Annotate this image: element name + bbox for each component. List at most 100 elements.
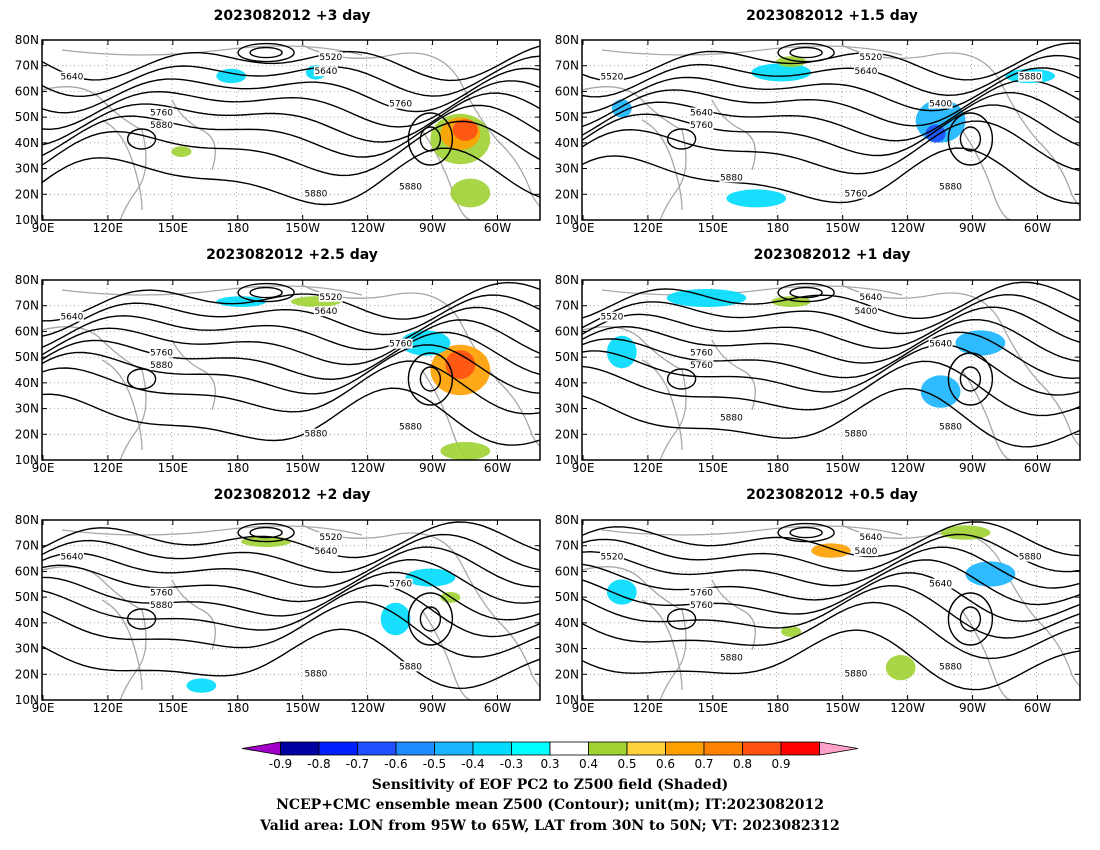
contour-label: 5640 xyxy=(60,313,83,323)
lat-tick-label: 30N xyxy=(555,162,579,176)
z500-closed-contour xyxy=(407,592,454,646)
caption-line-2: NCEP+CMC ensemble mean Z500 (Contour); u… xyxy=(276,797,824,813)
lon-tick-label: 150W xyxy=(825,461,860,475)
z500-contour xyxy=(582,584,1080,639)
z500-contour xyxy=(42,628,540,690)
contour-label: 5880 xyxy=(304,430,327,440)
sensitivity-shading xyxy=(771,296,812,307)
z500-contour xyxy=(582,521,1080,558)
lon-tick-label: 90W xyxy=(419,701,446,715)
lon-tick-label: 120E xyxy=(93,221,124,235)
lat-tick-label: 20N xyxy=(15,427,39,441)
sensitivity-shading xyxy=(776,56,807,67)
contour-label: 5880 xyxy=(399,662,422,672)
z500-contour xyxy=(42,584,540,638)
lat-tick-label: 80N xyxy=(555,513,579,527)
z500-contour xyxy=(42,344,540,395)
lat-tick-label: 60N xyxy=(15,84,39,98)
z500-contour xyxy=(582,360,1080,417)
sensitivity-shading xyxy=(171,146,192,158)
contour-label: 5520 xyxy=(319,53,342,63)
z500-closed-contour xyxy=(419,606,442,632)
map-panel-2: 5520 5520 5640 5400 5640 5760 5760 5880 5880 5880… xyxy=(555,33,1081,235)
lon-tick-label: 120E xyxy=(633,701,664,715)
panel-frame xyxy=(581,279,1081,461)
colorbar-label: 0.6 xyxy=(656,757,675,771)
z500-closed-contour xyxy=(777,42,835,63)
contour-label: 5640 xyxy=(314,547,337,557)
lat-tick-label: 30N xyxy=(15,642,39,656)
colorbar-label: -0.5 xyxy=(423,757,446,771)
lon-tick-label: 180 xyxy=(766,461,789,475)
lat-tick-label: 10N xyxy=(15,693,39,707)
sensitivity-shading xyxy=(445,350,476,379)
z500-contour xyxy=(582,281,1080,319)
colorbar-swatch xyxy=(665,741,705,756)
contour-label: 5760 xyxy=(150,109,173,119)
z500-contour xyxy=(582,79,1080,128)
lat-tick-label: 60N xyxy=(15,564,39,578)
lon-tick-label: 120W xyxy=(350,701,385,715)
z500-closed-contour xyxy=(249,526,283,539)
z500-closed-contour xyxy=(126,128,157,150)
z500-contour xyxy=(42,331,540,381)
z500-closed-contour xyxy=(789,286,823,299)
contour-label: 5760 xyxy=(690,589,713,599)
lat-tick-label: 10N xyxy=(555,693,579,707)
lon-tick-label: 150E xyxy=(698,461,729,475)
lon-tick-label: 180 xyxy=(226,701,249,715)
colorbar-label: -0.3 xyxy=(500,757,523,771)
lon-tick-label: 60W xyxy=(1024,701,1051,715)
map-panel-6: 5520 5640 5400 5640 5760 5760 5880 5880 5880 5880… xyxy=(555,513,1081,715)
z500-contour xyxy=(42,521,540,559)
lat-tick-label: 50N xyxy=(555,110,579,124)
lat-tick-label: 70N xyxy=(15,299,39,313)
lat-tick-label: 60N xyxy=(15,324,39,338)
lat-tick-label: 80N xyxy=(555,273,579,287)
contour-label: 5520 xyxy=(600,313,623,323)
lon-tick-label: 60W xyxy=(1024,461,1051,475)
colorbar-swatch xyxy=(357,741,397,756)
colorbar-swatch xyxy=(588,741,628,756)
contour-label: 5760 xyxy=(150,349,173,359)
colorbar-swatch xyxy=(280,741,320,756)
z500-contour xyxy=(42,120,540,177)
sensitivity-shading xyxy=(955,330,1006,356)
lon-tick-label: 180 xyxy=(766,701,789,715)
lon-tick-label: 120E xyxy=(93,701,124,715)
lat-tick-label: 50N xyxy=(15,350,39,364)
lat-tick-label: 40N xyxy=(15,136,39,150)
lon-tick-label: 150E xyxy=(158,701,189,715)
panel-frame xyxy=(41,519,541,701)
lon-tick-label: 90E xyxy=(572,701,595,715)
sensitivity-shading xyxy=(380,602,411,636)
z500-contour xyxy=(42,601,540,658)
map-panel-1: 5640 5520 5640 5760 5760 5880 5880 5880 80N 70N 60… xyxy=(15,33,541,235)
contour-label: 5640 xyxy=(929,580,952,590)
z500-contour xyxy=(42,55,540,98)
contour-label: 5760 xyxy=(690,361,713,371)
contour-label: 5640 xyxy=(60,73,83,83)
z500-contour xyxy=(42,360,540,415)
z500-contour xyxy=(42,92,540,146)
z500-contour xyxy=(582,104,1080,157)
colorbar-swatch xyxy=(626,741,666,756)
contour-label: 5760 xyxy=(844,190,867,200)
lon-tick-label: 180 xyxy=(226,221,249,235)
lat-tick-label: 40N xyxy=(15,376,39,390)
colorbar-label: -0.8 xyxy=(307,757,330,771)
lat-tick-label: 60N xyxy=(555,564,579,578)
z500-closed-contour xyxy=(947,352,994,406)
contour-label: 5520 xyxy=(319,533,342,543)
lat-tick-label: 40N xyxy=(15,616,39,630)
contour-label: 5760 xyxy=(690,121,713,131)
contour-label: 5880 xyxy=(150,361,173,371)
z500-contour xyxy=(582,92,1080,142)
lat-tick-label: 70N xyxy=(555,59,579,73)
z500-contour xyxy=(582,546,1080,589)
panel-title-6: 2023082012 +0.5 day xyxy=(746,487,918,503)
lat-tick-label: 70N xyxy=(15,59,39,73)
lat-tick-label: 20N xyxy=(555,187,579,201)
z500-contour xyxy=(42,45,540,82)
map-panel-3: 5640 5520 5640 5760 5760 5880 5880 5880 80N 70N 60… xyxy=(15,273,541,475)
